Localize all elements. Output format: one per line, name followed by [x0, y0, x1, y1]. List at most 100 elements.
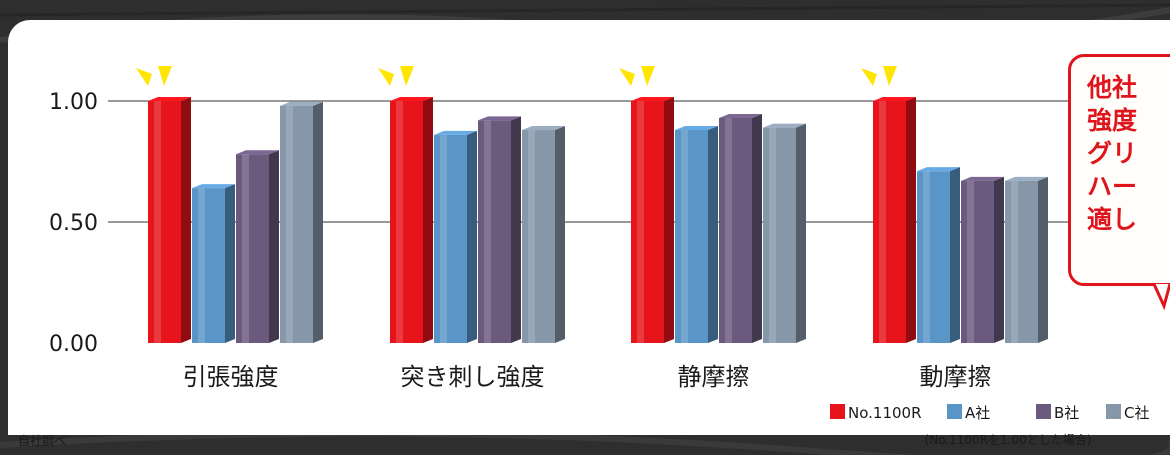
x-axis-labels: 引張強度 突き刺し強度 静摩擦 動摩擦: [183, 363, 992, 391]
callout-line: グリ: [1087, 139, 1138, 168]
bar-highlight: [154, 101, 161, 343]
source-label: 自社調べ: [18, 433, 66, 448]
x-category-label: 動摩擦: [920, 363, 992, 391]
bar-highlight: [681, 130, 688, 343]
y-tick-label: 1.00: [49, 90, 98, 115]
y-tick-label: 0.00: [49, 332, 98, 357]
highlight-marker: [378, 68, 394, 86]
bar-highlight: [879, 101, 886, 343]
callout-line: 適し: [1087, 205, 1138, 234]
bar-top: [522, 126, 565, 131]
legend-swatch: [830, 404, 845, 419]
bars: [148, 97, 1048, 344]
bar-top: [917, 167, 960, 172]
bar-highlight: [725, 117, 732, 343]
bar: [192, 188, 225, 343]
bar: [236, 154, 269, 343]
bar-highlight: [286, 105, 293, 343]
bar-side: [511, 116, 521, 343]
bar: [1005, 180, 1038, 343]
bar-side: [906, 97, 916, 343]
bar-highlight: [528, 130, 535, 343]
callout-line: 強度: [1087, 106, 1138, 135]
callout-box: 他社 強度 グリ ハー 適し: [1068, 54, 1170, 286]
x-category-label: 突き刺し強度: [401, 363, 545, 391]
bar: [763, 127, 796, 344]
highlight-markers: [136, 66, 897, 86]
bar-top: [478, 116, 521, 121]
highlight-marker: [619, 68, 635, 86]
bar-top: [148, 97, 191, 101]
bar-highlight: [923, 171, 930, 343]
bar: [675, 130, 708, 343]
bar-top: [280, 101, 323, 106]
legend: No.1100R A社 B社 C社: [830, 404, 1149, 422]
bar-top: [434, 130, 477, 135]
legend-label: B社: [1054, 404, 1079, 422]
bar-highlight: [967, 180, 974, 343]
bar: [961, 180, 994, 343]
bar-top: [763, 123, 806, 128]
bar-side: [664, 97, 674, 343]
highlight-marker: [641, 66, 655, 86]
bar-side: [313, 101, 323, 343]
bar-side: [752, 113, 762, 343]
bar: [917, 171, 950, 343]
bar-side: [708, 126, 718, 343]
bar-side: [467, 130, 477, 343]
bar-highlight: [769, 127, 776, 344]
bar-side: [269, 150, 279, 343]
bar-top: [719, 113, 762, 118]
bar-top: [1005, 176, 1048, 181]
bar-side: [181, 97, 191, 343]
callout-line: 他社: [1087, 73, 1138, 102]
chart-note: (No.1100Rを1.00とした場合): [925, 432, 1092, 447]
bar: [873, 101, 906, 343]
bar: [434, 134, 467, 343]
highlight-marker: [136, 68, 152, 86]
bar: [522, 130, 555, 343]
legend-label: C社: [1124, 404, 1149, 422]
highlight-marker: [883, 66, 897, 86]
highlight-marker: [400, 66, 414, 86]
legend-swatch: [947, 404, 962, 419]
legend-label: No.1100R: [848, 404, 922, 422]
bar-top: [675, 126, 718, 131]
bar: [719, 117, 752, 343]
bar: [390, 101, 423, 343]
callout-line: ハー: [1087, 172, 1138, 201]
callout-tail: [1152, 284, 1170, 311]
bar-top: [961, 176, 1004, 181]
bar-highlight: [484, 120, 491, 343]
legend-label: A社: [965, 404, 990, 422]
y-tick-label: 0.50: [49, 211, 98, 236]
bar-top: [873, 97, 916, 101]
bar-highlight: [242, 154, 249, 343]
bar: [478, 120, 511, 343]
bar-highlight: [637, 101, 644, 343]
bar-side: [950, 167, 960, 343]
bar-highlight: [1011, 180, 1018, 343]
bar-highlight: [440, 134, 447, 343]
bar-side: [555, 126, 565, 343]
bar-side: [1038, 176, 1048, 343]
bar-top: [192, 184, 235, 189]
highlight-marker: [158, 66, 172, 86]
bar-highlight: [198, 188, 205, 343]
highlight-marker: [861, 68, 877, 86]
bar-side: [796, 123, 806, 344]
x-category-label: 引張強度: [183, 363, 279, 391]
bar-top: [390, 97, 433, 101]
x-category-label: 静摩擦: [678, 363, 750, 391]
legend-swatch: [1106, 404, 1121, 419]
y-axis-labels: 0.00 0.50 1.00: [49, 90, 98, 357]
bar: [280, 105, 313, 343]
bar-top: [631, 97, 674, 101]
bar: [148, 101, 181, 343]
legend-swatch: [1036, 404, 1051, 419]
bar-side: [225, 184, 235, 343]
bar: [631, 101, 664, 343]
bar-side: [423, 97, 433, 343]
bar-top: [236, 150, 279, 155]
